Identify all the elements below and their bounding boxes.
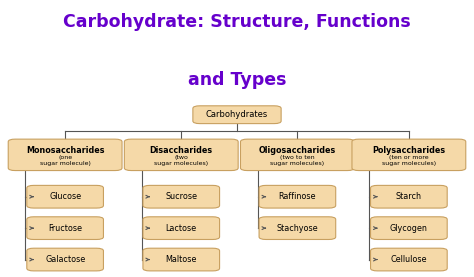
Text: Glycogen: Glycogen <box>390 224 428 233</box>
FancyBboxPatch shape <box>8 139 122 171</box>
Text: Glucose: Glucose <box>49 192 81 201</box>
FancyBboxPatch shape <box>143 217 219 240</box>
FancyBboxPatch shape <box>259 185 336 208</box>
Text: Starch: Starch <box>396 192 422 201</box>
Text: Raffinose: Raffinose <box>279 192 316 201</box>
Text: Galactose: Galactose <box>45 255 85 264</box>
FancyBboxPatch shape <box>259 217 336 240</box>
Text: Cellulose: Cellulose <box>391 255 427 264</box>
Text: Maltose: Maltose <box>165 255 197 264</box>
FancyBboxPatch shape <box>193 106 281 124</box>
FancyBboxPatch shape <box>371 248 447 271</box>
Text: Lactose: Lactose <box>166 224 197 233</box>
FancyBboxPatch shape <box>143 185 219 208</box>
FancyBboxPatch shape <box>124 139 238 171</box>
FancyBboxPatch shape <box>371 217 447 240</box>
FancyBboxPatch shape <box>143 248 219 271</box>
Text: (two to ten
sugar molecules): (two to ten sugar molecules) <box>270 155 324 166</box>
FancyBboxPatch shape <box>27 248 103 271</box>
Text: Stachyose: Stachyose <box>276 224 318 233</box>
Text: (ten or more
sugar molecules): (ten or more sugar molecules) <box>382 155 436 166</box>
Text: Oligosaccharides: Oligosaccharides <box>259 147 336 155</box>
Text: Sucrose: Sucrose <box>165 192 197 201</box>
Text: (one
sugar molecule): (one sugar molecule) <box>40 155 91 166</box>
Text: Fructose: Fructose <box>48 224 82 233</box>
FancyBboxPatch shape <box>27 185 103 208</box>
FancyBboxPatch shape <box>371 185 447 208</box>
FancyBboxPatch shape <box>240 139 354 171</box>
Text: Carbohydrates: Carbohydrates <box>206 110 268 119</box>
Text: Disaccharides: Disaccharides <box>150 147 213 155</box>
Text: Polysaccharides: Polysaccharides <box>372 147 446 155</box>
Text: Monosaccharides: Monosaccharides <box>26 147 104 155</box>
Text: Carbohydrate: Structure, Functions: Carbohydrate: Structure, Functions <box>63 13 411 31</box>
Text: (two
sugar molecules): (two sugar molecules) <box>154 155 208 166</box>
Text: and Types: and Types <box>188 71 286 89</box>
FancyBboxPatch shape <box>27 217 103 240</box>
FancyBboxPatch shape <box>352 139 466 171</box>
